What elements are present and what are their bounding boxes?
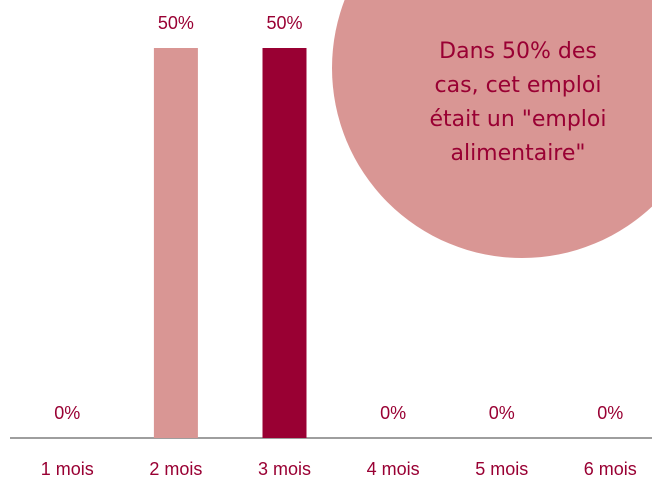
x-tick-label: 6 mois [584, 459, 637, 479]
x-tick-label: 2 mois [149, 459, 202, 479]
value-label: 0% [489, 403, 515, 423]
annotation-text: cas, cet emploi [435, 73, 602, 98]
x-tick-label: 3 mois [258, 459, 311, 479]
annotation-bubble [332, 0, 652, 258]
annotation-text: alimentaire" [450, 141, 585, 166]
value-label: 0% [380, 403, 406, 423]
annotation-text: était un "emploi [430, 107, 607, 132]
x-tick-label: 4 mois [367, 459, 420, 479]
value-label: 0% [54, 403, 80, 423]
x-tick-label: 5 mois [475, 459, 528, 479]
value-label: 0% [597, 403, 623, 423]
bar [153, 48, 198, 438]
value-label: 50% [266, 13, 302, 33]
bar [262, 48, 307, 438]
value-label: 50% [158, 13, 194, 33]
x-tick-label: 1 mois [41, 459, 94, 479]
annotation-text: Dans 50% des [439, 39, 597, 64]
